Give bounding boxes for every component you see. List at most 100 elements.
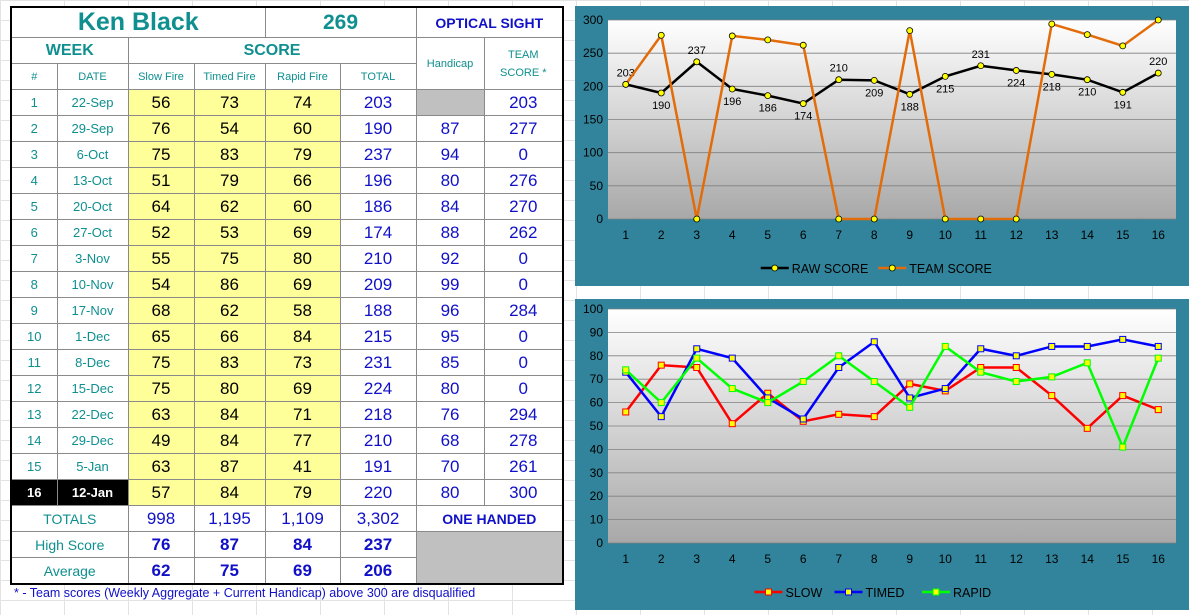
- x-tick-label: 8: [871, 552, 878, 566]
- x-tick-label: 2: [658, 552, 665, 566]
- timed-fire-score: 75: [193, 245, 266, 272]
- legend-marker: [771, 264, 779, 272]
- week-number: 15: [10, 453, 58, 480]
- timed-fire-score: 53: [193, 219, 266, 246]
- data-point: [728, 354, 736, 362]
- table-row: 15 5-Jan 63 87 41 191 70 261: [10, 453, 564, 480]
- team-score: 277: [483, 115, 564, 142]
- team-score: 203: [483, 89, 564, 116]
- slow-fire-score: 57: [127, 479, 195, 506]
- series-line: [624, 344, 1160, 451]
- week-number: 13: [10, 401, 58, 428]
- x-tick-label: 13: [1045, 552, 1059, 566]
- total-header: TOTAL: [339, 63, 417, 90]
- data-point: [728, 85, 736, 93]
- rapid-fire-score: 80: [264, 245, 341, 272]
- data-point: [1048, 373, 1056, 381]
- week-date: 29-Sep: [56, 115, 129, 142]
- data-point: [977, 62, 985, 70]
- data-point: [657, 361, 665, 369]
- data-point: [1154, 342, 1162, 350]
- raw-total: 231: [339, 349, 417, 376]
- y-tick-label: 80: [590, 349, 604, 363]
- week-date: 17-Nov: [56, 297, 129, 324]
- slow-fire-score: 76: [127, 115, 195, 142]
- x-tick-label: 16: [1152, 228, 1166, 242]
- footnote: * - Team scores (Weekly Aggregate + Curr…: [14, 586, 476, 600]
- timed-fire-score: 79: [193, 167, 266, 194]
- data-point: [693, 215, 701, 223]
- handicap-value: 92: [415, 245, 485, 272]
- data-point: [1119, 335, 1127, 343]
- team-score-header: TEAM SCORE *: [483, 37, 564, 90]
- data-point: [906, 90, 914, 98]
- handicap-value: 95: [415, 323, 485, 350]
- y-tick-label: 30: [590, 466, 604, 480]
- table-row: 11 8-Dec 75 83 73 231 85 0: [10, 349, 564, 376]
- week-number: 16: [10, 479, 58, 506]
- data-point: [693, 345, 701, 353]
- high-total: 237: [339, 531, 417, 558]
- data-point: [764, 399, 772, 407]
- totals-slow: 998: [127, 505, 195, 532]
- table-row: 13 22-Dec 63 84 71 218 76 294: [10, 401, 564, 428]
- slow-fire-score: 49: [127, 427, 195, 454]
- timed-fire-score: 84: [193, 401, 266, 428]
- week-date: 10-Nov: [56, 271, 129, 298]
- data-point: [693, 58, 701, 66]
- x-tick-label: 5: [764, 228, 771, 242]
- data-point: [764, 36, 772, 44]
- table-row: 1 22-Sep 56 73 74 203 203: [10, 89, 564, 116]
- data-label: 210: [1078, 87, 1096, 99]
- y-tick-label: 250: [583, 46, 603, 60]
- x-tick-label: 14: [1081, 228, 1095, 242]
- timed-fire-score: 84: [193, 427, 266, 454]
- average-label: Average: [10, 557, 129, 585]
- team-score: 294: [483, 401, 564, 428]
- y-tick-label: 200: [583, 79, 603, 93]
- series-line: [625, 60, 1159, 105]
- data-point: [657, 413, 665, 421]
- rapid-fire-score: 69: [264, 375, 341, 402]
- x-tick-label: 3: [693, 228, 700, 242]
- slow-fire-score: 51: [127, 167, 195, 194]
- data-point: [835, 215, 843, 223]
- slow-fire-score: 68: [127, 297, 195, 324]
- week-number: 1: [10, 89, 58, 116]
- raw-total: 224: [339, 375, 417, 402]
- x-tick-label: 1: [622, 228, 629, 242]
- slow-fire-score: 63: [127, 453, 195, 480]
- slow-fire-score: 55: [127, 245, 195, 272]
- timed-fire-score: 80: [193, 375, 266, 402]
- blank-cell: [415, 531, 564, 585]
- y-tick-label: 0: [596, 536, 603, 550]
- legend-label: RAW SCORE: [792, 262, 869, 276]
- data-point: [870, 338, 878, 346]
- data-label: 224: [1007, 77, 1025, 89]
- timed-fire-score: 87: [193, 453, 266, 480]
- x-tick-label: 8: [871, 228, 878, 242]
- team-score: 270: [483, 193, 564, 220]
- y-tick-label: 300: [583, 13, 603, 27]
- data-point: [693, 364, 701, 371]
- data-label: 209: [865, 87, 883, 99]
- team-score: 278: [483, 427, 564, 454]
- team-score: 0: [483, 271, 564, 298]
- x-tick-label: 7: [835, 552, 842, 566]
- avg-timed: 75: [193, 557, 266, 585]
- handicap-value: 88: [415, 219, 485, 246]
- slow-fire-score: 52: [127, 219, 195, 246]
- data-point: [622, 408, 630, 416]
- raw-total: 191: [339, 453, 417, 480]
- week-date: 1-Dec: [56, 323, 129, 350]
- series-line: [624, 18, 1159, 221]
- table-row: 2 29-Sep 76 54 60 190 87 277: [10, 115, 564, 142]
- slow-fire-score: 63: [127, 401, 195, 428]
- handicap-header: Handicap: [415, 37, 485, 90]
- rapid-fire-score: 74: [264, 89, 341, 116]
- data-point: [1083, 31, 1091, 38]
- raw-total: 220: [339, 479, 417, 506]
- data-point: [835, 76, 843, 84]
- raw-total: 210: [339, 427, 417, 454]
- rapid-fire-score: 79: [264, 141, 341, 168]
